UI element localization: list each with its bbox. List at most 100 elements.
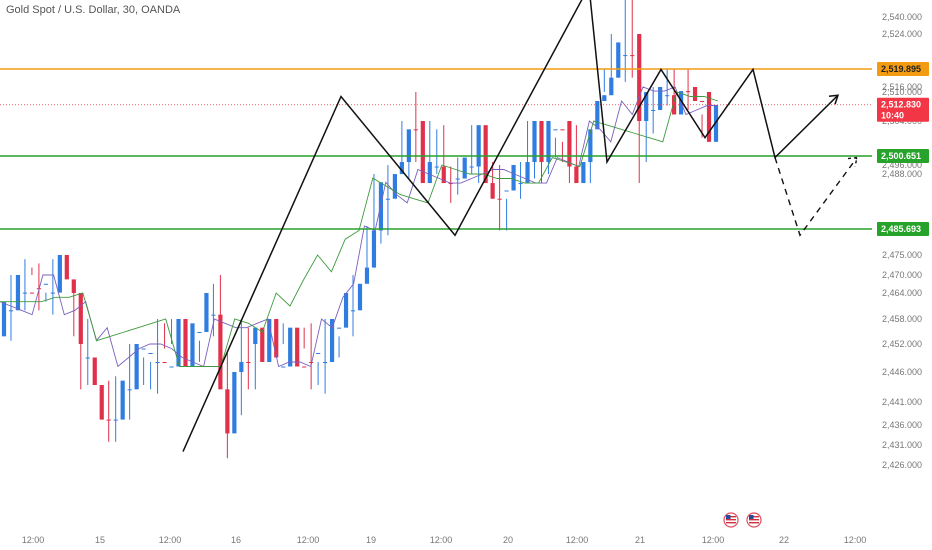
candle-body[interactable]	[532, 121, 537, 163]
candle-body[interactable]	[609, 77, 614, 96]
candle-body[interactable]	[225, 389, 230, 434]
candle-body[interactable]	[204, 293, 209, 332]
candle-body[interactable]	[665, 95, 670, 97]
candle-body[interactable]	[658, 87, 663, 110]
candle-body[interactable]	[239, 362, 244, 372]
candle-body[interactable]	[92, 357, 97, 386]
candle-body[interactable]	[413, 129, 418, 131]
candle-body[interactable]	[392, 174, 397, 199]
candle-body[interactable]	[385, 198, 391, 200]
candle-body[interactable]	[190, 323, 195, 367]
candle-body[interactable]	[504, 190, 509, 192]
candle-body[interactable]	[713, 105, 719, 142]
candle-body[interactable]	[434, 166, 439, 168]
candle-body[interactable]	[211, 314, 216, 316]
candle-body[interactable]	[616, 42, 621, 78]
candle-body[interactable]	[602, 95, 607, 101]
candle-body[interactable]	[43, 283, 48, 285]
candle-body[interactable]	[343, 293, 349, 328]
candle-body[interactable]	[302, 366, 307, 368]
candle-body[interactable]	[22, 292, 28, 294]
candle-body[interactable]	[511, 165, 516, 191]
candle-body[interactable]	[567, 121, 572, 167]
candle-body[interactable]	[685, 91, 691, 93]
candle-body[interactable]	[127, 389, 132, 391]
candle-body[interactable]	[448, 183, 453, 185]
candle-body[interactable]	[525, 162, 530, 184]
candle-body[interactable]	[253, 327, 258, 344]
candle-body[interactable]	[623, 55, 628, 57]
candle-body[interactable]	[350, 310, 356, 312]
candle-body[interactable]	[630, 55, 635, 57]
candle-body[interactable]	[651, 110, 656, 111]
candle-body[interactable]	[218, 314, 223, 390]
candle-body[interactable]	[672, 95, 677, 115]
candle-body[interactable]	[148, 353, 153, 354]
candle-body[interactable]	[176, 319, 181, 367]
candle-body[interactable]	[29, 292, 35, 294]
candle-body[interactable]	[1, 301, 7, 337]
candle-body[interactable]	[490, 183, 495, 199]
candle-body[interactable]	[699, 101, 705, 102]
candle-body[interactable]	[574, 166, 579, 184]
candle-body[interactable]	[588, 129, 593, 163]
candle-body[interactable]	[57, 255, 62, 293]
projection-path-dashed[interactable]	[774, 157, 858, 237]
candle-body[interactable]	[134, 344, 139, 390]
candle-body[interactable]	[371, 230, 377, 268]
candle-body[interactable]	[483, 125, 488, 184]
candle-body[interactable]	[316, 353, 321, 354]
candle-body[interactable]	[399, 162, 404, 175]
candle-body[interactable]	[8, 310, 14, 312]
candle-body[interactable]	[99, 385, 104, 420]
candle-body[interactable]	[232, 372, 237, 434]
candle-body[interactable]	[462, 157, 467, 179]
candle-body[interactable]	[309, 362, 314, 363]
candle-body[interactable]	[120, 380, 125, 420]
candle-body[interactable]	[357, 283, 363, 311]
candle-body[interactable]	[260, 327, 265, 362]
candle-body[interactable]	[581, 162, 586, 184]
projection-path-solid[interactable]	[182, 0, 839, 452]
candle-body[interactable]	[336, 327, 342, 329]
us-flag-event-icon[interactable]	[746, 512, 762, 528]
candle-body[interactable]	[441, 166, 446, 184]
candle-body[interactable]	[406, 129, 411, 163]
candle-body[interactable]	[281, 366, 286, 368]
candle-body[interactable]	[85, 357, 90, 359]
candle-body[interactable]	[455, 178, 460, 180]
candle-body[interactable]	[497, 198, 502, 200]
candle-body[interactable]	[706, 92, 712, 142]
candle-body[interactable]	[364, 267, 370, 284]
candle-body[interactable]	[518, 183, 523, 185]
candle-body[interactable]	[323, 362, 328, 363]
candle-body[interactable]	[637, 34, 642, 121]
candle-body[interactable]	[644, 92, 649, 121]
candle-body[interactable]	[595, 101, 600, 130]
candle-body[interactable]	[113, 419, 118, 421]
us-flag-event-icon[interactable]	[723, 512, 739, 528]
candle-body[interactable]	[692, 87, 698, 101]
candle-body[interactable]	[427, 162, 432, 184]
candle-body[interactable]	[288, 327, 293, 367]
candle-body[interactable]	[162, 362, 167, 363]
candle-body[interactable]	[476, 125, 481, 167]
candle-body[interactable]	[155, 362, 160, 363]
candle-body[interactable]	[329, 319, 335, 362]
candle-body[interactable]	[267, 319, 272, 362]
candle-body[interactable]	[560, 129, 565, 131]
candle-body[interactable]	[246, 362, 251, 363]
candle-body[interactable]	[553, 129, 558, 131]
candle-body[interactable]	[378, 182, 384, 231]
candle-body[interactable]	[274, 319, 279, 358]
candle-body[interactable]	[106, 419, 111, 421]
candle-body[interactable]	[546, 121, 551, 163]
candle-body[interactable]	[197, 332, 202, 333]
candle-body[interactable]	[183, 319, 188, 367]
candle-body[interactable]	[420, 121, 425, 184]
candle-body[interactable]	[50, 292, 55, 294]
candle-body[interactable]	[469, 166, 474, 168]
candle-body[interactable]	[295, 327, 300, 367]
candle-body[interactable]	[78, 293, 83, 344]
